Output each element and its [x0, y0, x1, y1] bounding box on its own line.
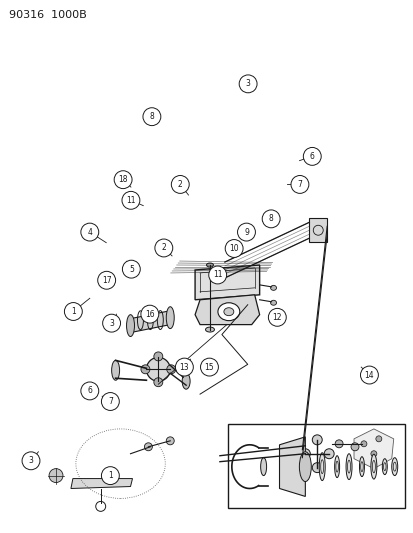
Text: 2: 2 [161, 244, 166, 253]
Text: 12: 12 [272, 313, 281, 322]
Text: 7: 7 [297, 180, 301, 189]
Text: 7: 7 [108, 397, 112, 406]
Ellipse shape [358, 457, 363, 477]
Ellipse shape [112, 360, 119, 380]
Ellipse shape [206, 263, 213, 267]
Circle shape [49, 469, 63, 482]
Circle shape [154, 378, 162, 386]
Circle shape [370, 451, 376, 457]
Ellipse shape [370, 454, 376, 479]
Ellipse shape [381, 459, 386, 474]
Circle shape [166, 437, 174, 445]
Circle shape [171, 175, 189, 193]
Text: 18: 18 [118, 175, 128, 184]
Polygon shape [130, 311, 170, 333]
Text: 10: 10 [229, 244, 238, 253]
Circle shape [122, 260, 140, 278]
Circle shape [154, 239, 172, 257]
Circle shape [360, 441, 366, 447]
Text: 2: 2 [178, 180, 182, 189]
Polygon shape [71, 479, 132, 489]
Circle shape [64, 303, 82, 320]
Ellipse shape [260, 458, 266, 475]
Circle shape [350, 443, 358, 451]
Text: 3: 3 [28, 456, 33, 465]
Circle shape [81, 223, 99, 241]
Ellipse shape [270, 300, 276, 305]
Text: 1: 1 [108, 471, 112, 480]
Circle shape [290, 175, 308, 193]
Circle shape [300, 449, 310, 459]
Circle shape [154, 352, 162, 361]
Circle shape [22, 452, 40, 470]
Circle shape [311, 435, 321, 445]
Ellipse shape [345, 454, 351, 480]
Polygon shape [279, 437, 305, 496]
Polygon shape [353, 429, 393, 469]
Circle shape [140, 305, 159, 323]
Circle shape [200, 358, 218, 376]
Circle shape [166, 365, 175, 374]
Circle shape [375, 436, 381, 442]
Ellipse shape [223, 308, 233, 316]
Bar [227, 424, 404, 508]
Text: 11: 11 [126, 196, 135, 205]
Circle shape [97, 271, 115, 289]
Text: 9: 9 [243, 228, 248, 237]
Circle shape [142, 108, 160, 126]
Text: 15: 15 [204, 362, 214, 372]
Circle shape [225, 239, 242, 257]
Text: 90316  1000B: 90316 1000B [9, 10, 87, 20]
Text: 1: 1 [71, 307, 76, 316]
Circle shape [237, 223, 255, 241]
Circle shape [122, 191, 140, 209]
Circle shape [140, 365, 150, 374]
Circle shape [360, 366, 377, 384]
Text: 4: 4 [87, 228, 92, 237]
Text: 8: 8 [149, 112, 154, 121]
Ellipse shape [205, 327, 214, 332]
Text: 8: 8 [268, 214, 273, 223]
Bar [309, 219, 326, 242]
Circle shape [261, 210, 280, 228]
Circle shape [81, 382, 99, 400]
Circle shape [268, 309, 285, 326]
Circle shape [303, 148, 320, 165]
Circle shape [335, 440, 342, 448]
Circle shape [239, 75, 256, 93]
Ellipse shape [126, 314, 134, 336]
Text: 6: 6 [309, 152, 314, 161]
Ellipse shape [182, 373, 190, 389]
Circle shape [146, 358, 170, 381]
Ellipse shape [217, 303, 239, 321]
Text: 11: 11 [212, 270, 222, 279]
Text: 3: 3 [109, 319, 114, 328]
Text: 5: 5 [128, 265, 133, 273]
Circle shape [144, 443, 152, 451]
Polygon shape [195, 295, 259, 325]
Text: 13: 13 [179, 362, 189, 372]
Ellipse shape [166, 306, 174, 328]
Ellipse shape [318, 453, 325, 481]
Ellipse shape [334, 456, 339, 478]
Circle shape [175, 358, 193, 376]
Text: 6: 6 [87, 386, 92, 395]
Circle shape [208, 266, 226, 284]
Circle shape [311, 463, 321, 473]
Circle shape [114, 171, 132, 189]
Circle shape [102, 314, 120, 332]
Circle shape [101, 467, 119, 484]
Ellipse shape [391, 458, 397, 475]
Text: 17: 17 [102, 276, 111, 285]
Circle shape [323, 449, 333, 459]
Ellipse shape [270, 285, 276, 290]
Polygon shape [195, 265, 259, 300]
Text: 16: 16 [145, 310, 154, 319]
Ellipse shape [299, 452, 311, 481]
Text: 14: 14 [364, 370, 373, 379]
Circle shape [101, 393, 119, 410]
Text: 3: 3 [245, 79, 250, 88]
